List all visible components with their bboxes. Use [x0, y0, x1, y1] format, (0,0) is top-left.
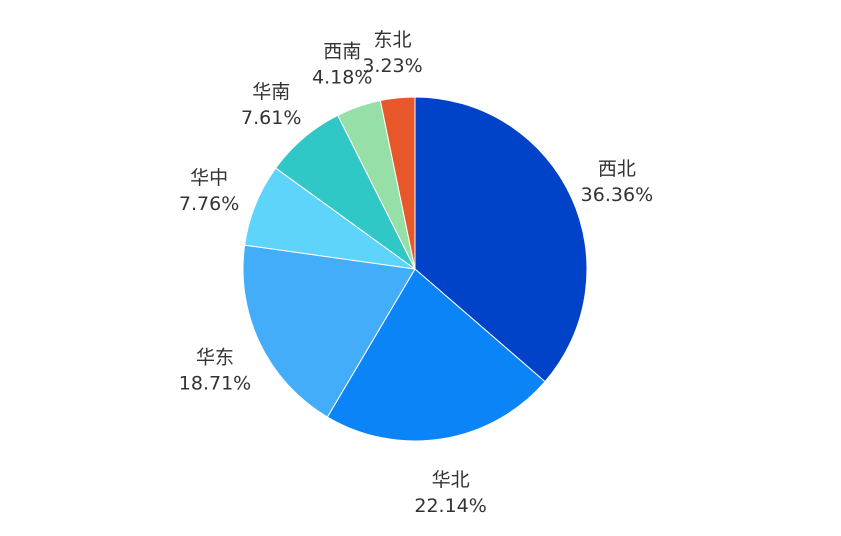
slice-value-label: 22.14%: [414, 495, 486, 517]
pie-slice-1: [326, 268, 546, 442]
slice-name-label: 东北: [373, 29, 411, 51]
slice-name-label: 华东: [196, 346, 234, 368]
slice-value-label: 3.23%: [362, 55, 422, 77]
slice-value-label: 7.61%: [241, 107, 301, 129]
pie-slices: [242, 96, 588, 442]
slice-value-label: 18.71%: [179, 372, 251, 394]
slice-name-label: 华南: [252, 81, 290, 103]
slice-name-label: 华北: [432, 469, 470, 491]
slice-value-label: 7.76%: [179, 193, 239, 215]
pie-labels: 西北 36.36% 华北 22.14% 华东 18.71% 华中 7.76% 华南 7.61% 西南…: [179, 29, 653, 517]
pie-slice-0: [414, 96, 588, 383]
slice-name-label: 华中: [190, 167, 228, 189]
slice-value-label: 4.18%: [312, 66, 372, 88]
slice-name-label: 西北: [598, 158, 636, 180]
pie-slice-6: [379, 96, 416, 270]
pie-slice-2: [242, 244, 416, 418]
slice-value-label: 36.36%: [581, 184, 653, 206]
slice-name-label: 西南: [323, 40, 361, 62]
